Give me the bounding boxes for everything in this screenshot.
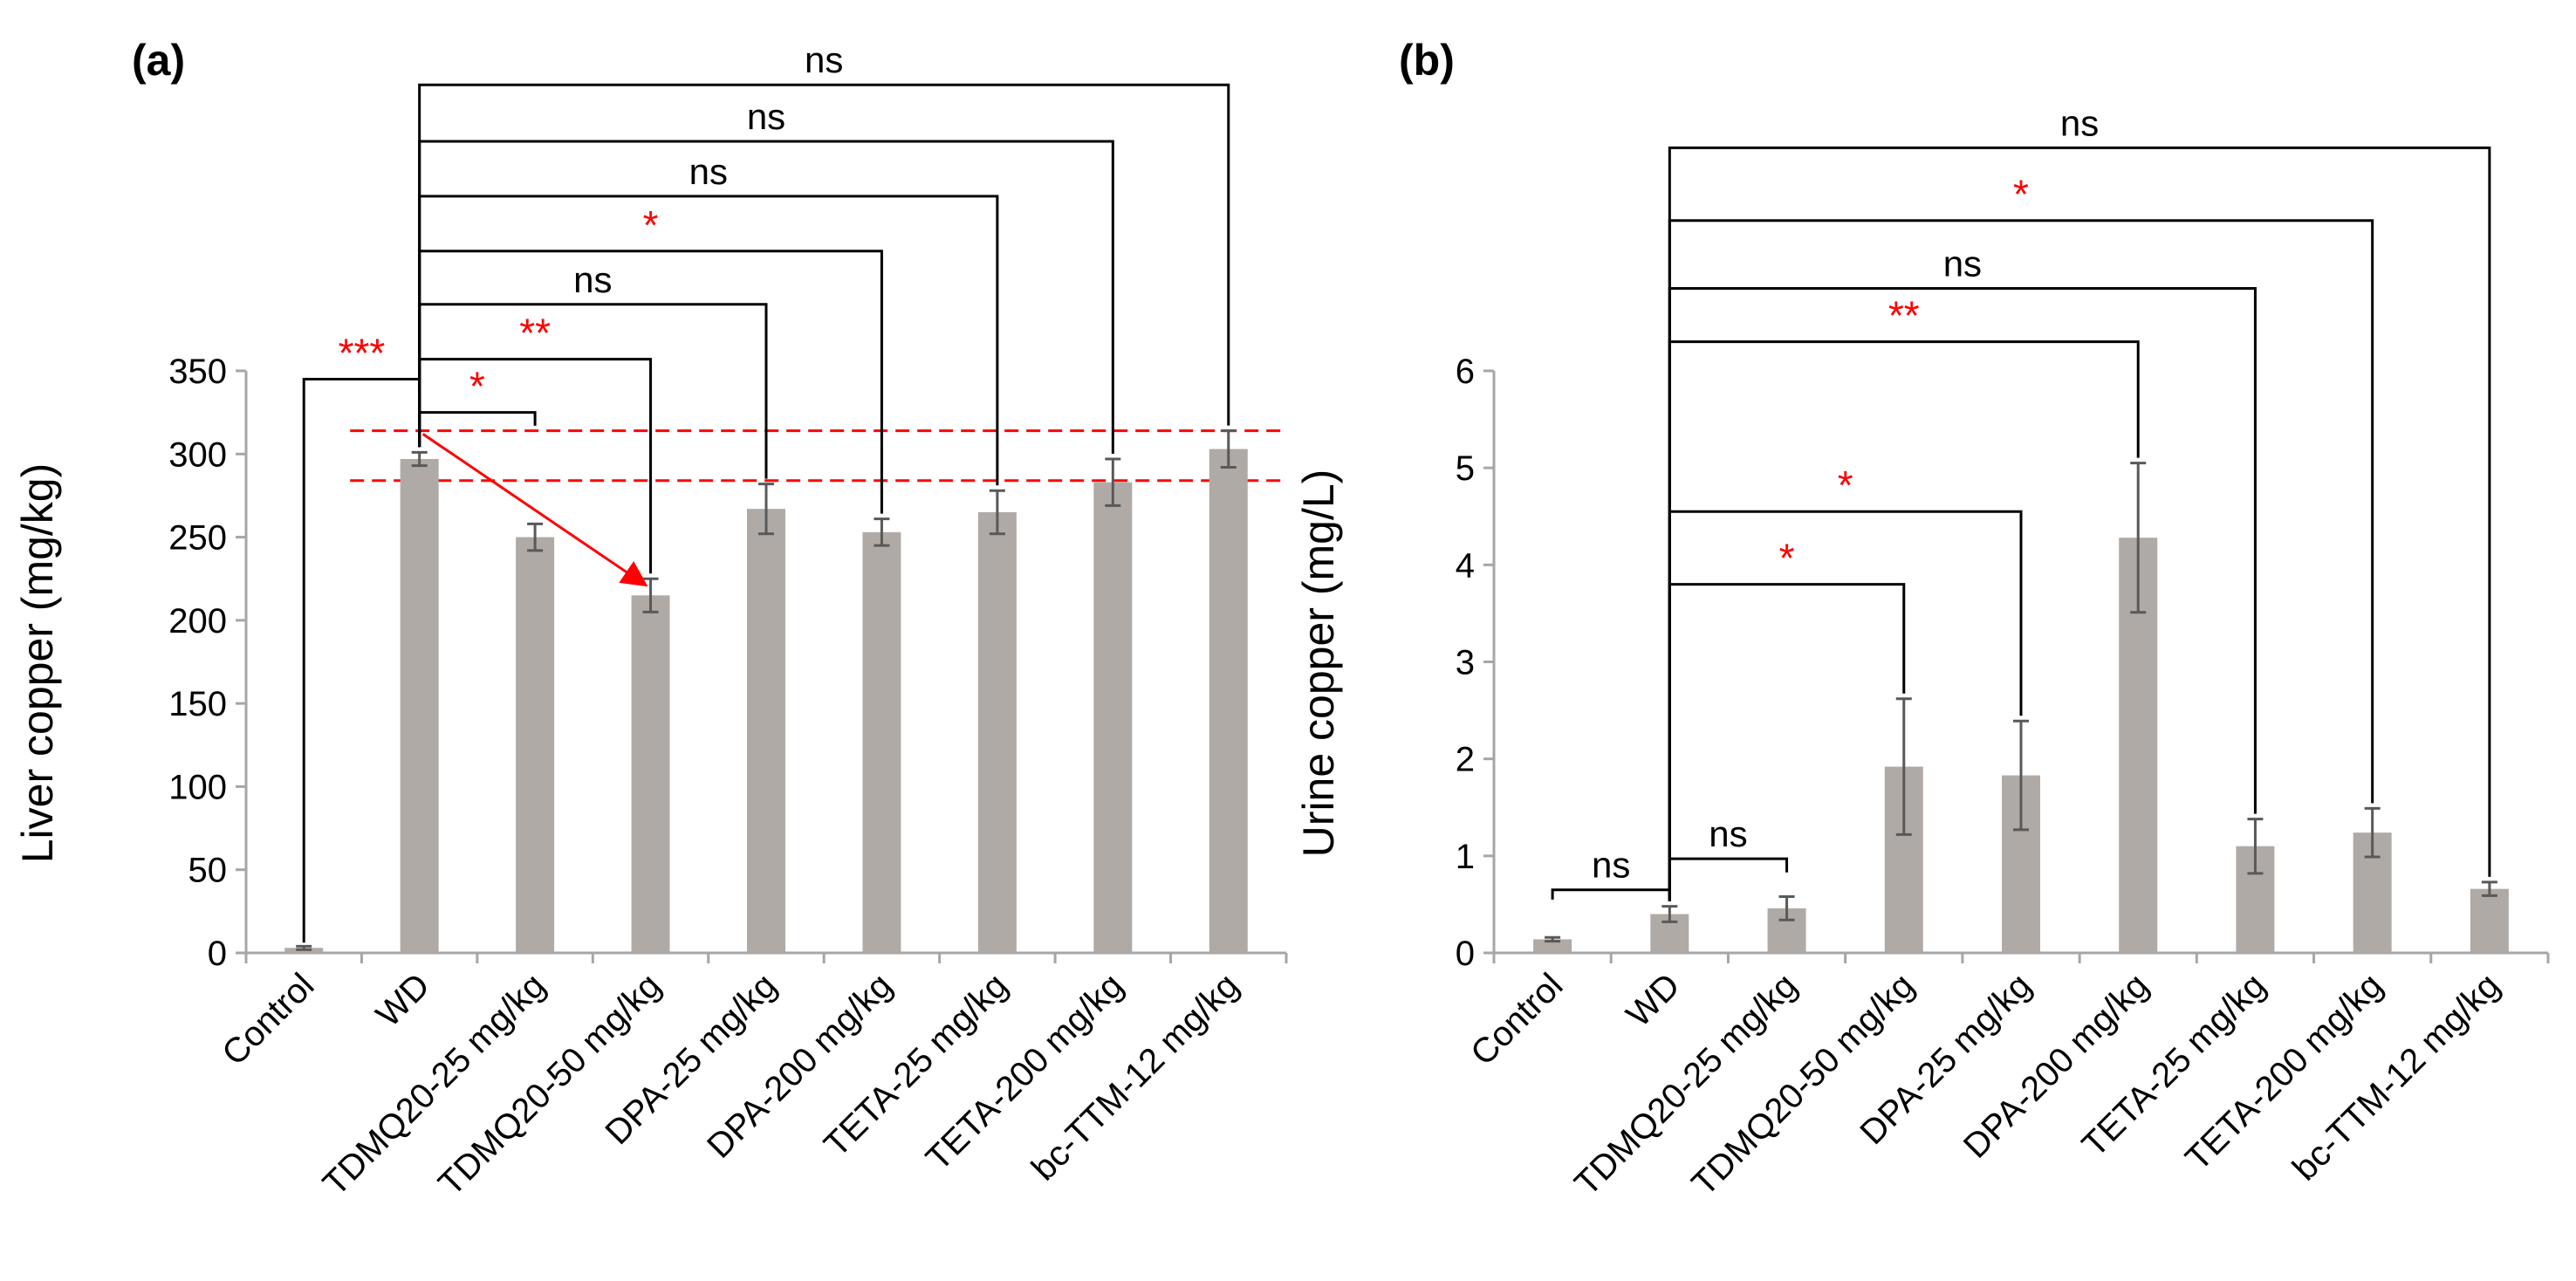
y-tick-label: 0	[1456, 935, 1475, 973]
x-category-label: bc-TTM-12 mg/kg	[1024, 966, 1246, 1188]
significance-bracket	[1668, 287, 2257, 901]
significance-bracket	[1668, 857, 1789, 873]
x-category-label: WD	[369, 966, 437, 1034]
panel-label: (a)	[132, 36, 185, 85]
decrease-arrow	[421, 433, 648, 587]
y-tick-label: 6	[1456, 353, 1475, 391]
bar	[977, 511, 1017, 953]
y-tick-label: 5	[1456, 449, 1475, 488]
bar	[631, 595, 670, 953]
significance-label: **	[519, 311, 551, 356]
y-tick-label: 3	[1456, 644, 1475, 682]
y-tick-label: 4	[1456, 546, 1475, 585]
x-category-label: bc-TTM-12 mg/kg	[2285, 966, 2507, 1188]
significance-bracket	[1551, 888, 1671, 900]
significance-label: ns	[573, 259, 612, 300]
bar	[400, 459, 439, 953]
significance-label: *	[1779, 536, 1795, 581]
significance-label: ns	[747, 96, 785, 137]
y-tick-label: 350	[168, 353, 227, 391]
x-category-label: Control	[1463, 966, 1570, 1072]
y-tick-label: 150	[168, 685, 227, 723]
bar	[862, 531, 901, 953]
significance-bracket	[418, 195, 999, 486]
significance-label: ns	[1943, 243, 1982, 284]
significance-label: *	[1838, 462, 1853, 508]
panel-b-urine-copper-chart: (b) Urine copper (mg/L) 0 1 2 3 4 5 6 Control WDTD…	[1294, 36, 2550, 1203]
significance-label: *	[469, 364, 485, 409]
y-tick-label: 100	[168, 768, 227, 806]
bar	[1533, 939, 1572, 953]
bar	[516, 537, 555, 953]
x-category-label: TDMQ20-25 mg/kg	[316, 966, 553, 1203]
significance-bracket	[1668, 583, 1906, 901]
bar	[747, 509, 785, 953]
panel-label: (b)	[1399, 36, 1455, 85]
bar	[1093, 482, 1133, 953]
y-axis-label: Liver copper (mg/kg)	[13, 463, 62, 864]
significance-label: *	[643, 202, 659, 248]
y-tick-label: 300	[168, 435, 227, 474]
significance-bracket	[418, 83, 1230, 448]
bar	[2470, 888, 2509, 953]
y-tick-label: 50	[188, 852, 228, 890]
significance-label: ***	[339, 331, 386, 376]
significance-label: ns	[1709, 813, 1747, 854]
x-category-label: WD	[1619, 966, 1687, 1034]
x-category-label: TDMQ20-50 mg/kg	[431, 966, 668, 1203]
significance-bracket	[418, 411, 537, 426]
bar	[1209, 449, 1248, 953]
y-tick-label: 0	[208, 935, 227, 973]
panel-a-liver-copper-chart: (a) Liver copper (mg/kg) 0 50 100 150 200 250 30…	[13, 36, 1288, 1203]
y-tick-label: 1	[1456, 838, 1475, 876]
y-tick-label: 250	[168, 519, 227, 558]
y-tick-label: 200	[168, 602, 227, 640]
x-category-label: TDMQ20-25 mg/kg	[1567, 966, 1805, 1203]
significance-label: ns	[2060, 102, 2099, 143]
significance-bracket	[1668, 146, 2491, 901]
y-axis-label: Urine copper (mg/L)	[1294, 469, 1343, 858]
x-category-label: TETA-200 mg/kg	[919, 966, 1131, 1178]
y-tick-label: 2	[1456, 741, 1475, 779]
x-category-label: Control	[215, 966, 321, 1072]
significance-label: ns	[689, 151, 728, 192]
x-category-label: TDMQ20-50 mg/kg	[1685, 966, 1922, 1203]
x-category-label: TETA-200 mg/kg	[2178, 966, 2390, 1178]
significance-label: *	[2013, 172, 2029, 217]
significance-label: ns	[805, 39, 843, 80]
significance-label: ns	[1592, 845, 1630, 886]
significance-label: **	[1888, 293, 1920, 339]
